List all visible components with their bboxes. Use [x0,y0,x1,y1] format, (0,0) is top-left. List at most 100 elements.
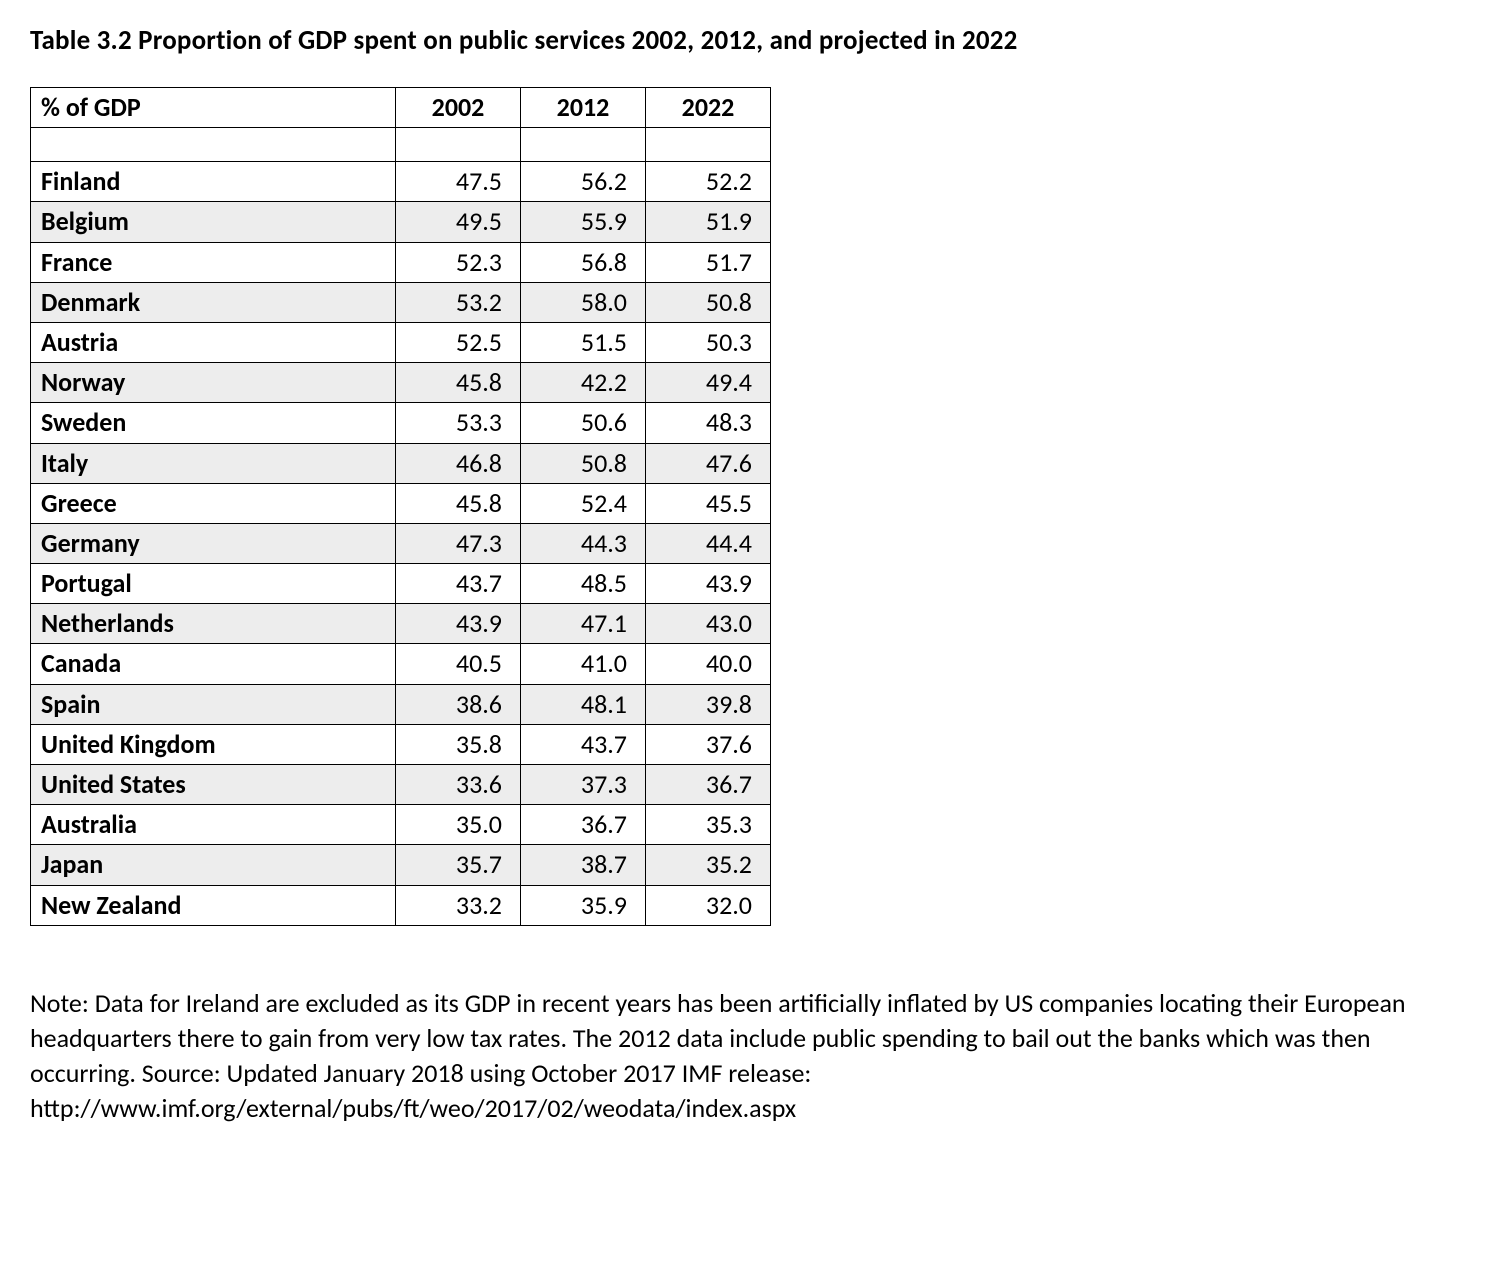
header-year-0: 2002 [396,88,521,128]
country-cell: Australia [31,805,396,845]
value-cell: 36.7 [521,805,646,845]
table-row: Norway45.842.249.4 [31,363,771,403]
table-row: United Kingdom35.843.737.6 [31,724,771,764]
value-cell: 40.0 [646,644,771,684]
table-row: Greece45.852.445.5 [31,483,771,523]
table-row: Canada40.541.040.0 [31,644,771,684]
country-cell: Greece [31,483,396,523]
value-cell: 50.8 [521,443,646,483]
country-cell: Portugal [31,564,396,604]
header-year-2: 2022 [646,88,771,128]
value-cell: 47.5 [396,162,521,202]
value-cell: 55.9 [521,202,646,242]
value-cell: 33.6 [396,765,521,805]
value-cell: 52.3 [396,242,521,282]
table-row: Italy46.850.847.6 [31,443,771,483]
value-cell: 50.3 [646,322,771,362]
value-cell: 51.5 [521,322,646,362]
value-cell: 52.2 [646,162,771,202]
table-row: Germany47.344.344.4 [31,523,771,563]
value-cell: 47.3 [396,523,521,563]
value-cell: 45.5 [646,483,771,523]
table-row: New Zealand33.235.932.0 [31,885,771,925]
value-cell: 56.8 [521,242,646,282]
value-cell: 52.5 [396,322,521,362]
country-cell: Netherlands [31,604,396,644]
value-cell: 35.0 [396,805,521,845]
table-title: Table 3.2 Proportion of GDP spent on pub… [30,24,1470,57]
value-cell: 48.5 [521,564,646,604]
country-cell: Belgium [31,202,396,242]
table-header-row: % of GDP 2002 2012 2022 [31,88,771,128]
value-cell: 35.8 [396,724,521,764]
value-cell: 53.2 [396,282,521,322]
table-row: United States33.637.336.7 [31,765,771,805]
header-year-1: 2012 [521,88,646,128]
table-row: Spain38.648.139.8 [31,684,771,724]
value-cell: 48.3 [646,403,771,443]
value-cell: 49.5 [396,202,521,242]
value-cell: 40.5 [396,644,521,684]
value-cell: 38.7 [521,845,646,885]
value-cell: 47.1 [521,604,646,644]
value-cell: 43.9 [396,604,521,644]
value-cell: 32.0 [646,885,771,925]
value-cell: 53.3 [396,403,521,443]
value-cell: 41.0 [521,644,646,684]
value-cell: 37.6 [646,724,771,764]
country-cell: Norway [31,363,396,403]
table-row: Japan35.738.735.2 [31,845,771,885]
table-row: Belgium49.555.951.9 [31,202,771,242]
value-cell: 42.2 [521,363,646,403]
value-cell: 33.2 [396,885,521,925]
country-cell: Spain [31,684,396,724]
country-cell: France [31,242,396,282]
value-cell: 37.3 [521,765,646,805]
country-cell: Canada [31,644,396,684]
value-cell: 44.3 [521,523,646,563]
value-cell: 39.8 [646,684,771,724]
gdp-table: % of GDP 2002 2012 2022 Finland47.556.25… [30,87,771,926]
table-row: Portugal43.748.543.9 [31,564,771,604]
table-row: Australia35.036.735.3 [31,805,771,845]
value-cell: 50.8 [646,282,771,322]
country-cell: Sweden [31,403,396,443]
value-cell: 35.9 [521,885,646,925]
table-row: Netherlands43.947.143.0 [31,604,771,644]
value-cell: 35.3 [646,805,771,845]
value-cell: 43.7 [521,724,646,764]
country-cell: United Kingdom [31,724,396,764]
value-cell: 43.0 [646,604,771,644]
header-label: % of GDP [31,88,396,128]
value-cell: 43.7 [396,564,521,604]
country-cell: United States [31,765,396,805]
table-row: France52.356.851.7 [31,242,771,282]
country-cell: Japan [31,845,396,885]
value-cell: 51.9 [646,202,771,242]
country-cell: Denmark [31,282,396,322]
value-cell: 45.8 [396,363,521,403]
value-cell: 50.6 [521,403,646,443]
value-cell: 35.2 [646,845,771,885]
value-cell: 44.4 [646,523,771,563]
table-row: Austria52.551.550.3 [31,322,771,362]
value-cell: 35.7 [396,845,521,885]
value-cell: 49.4 [646,363,771,403]
value-cell: 52.4 [521,483,646,523]
value-cell: 43.9 [646,564,771,604]
table-note: Note: Data for Ireland are excluded as i… [30,986,1470,1126]
country-cell: Austria [31,322,396,362]
country-cell: New Zealand [31,885,396,925]
value-cell: 45.8 [396,483,521,523]
value-cell: 38.6 [396,684,521,724]
value-cell: 47.6 [646,443,771,483]
country-cell: Germany [31,523,396,563]
value-cell: 48.1 [521,684,646,724]
table-row: Sweden53.350.648.3 [31,403,771,443]
table-row: Denmark53.258.050.8 [31,282,771,322]
value-cell: 58.0 [521,282,646,322]
country-cell: Finland [31,162,396,202]
value-cell: 56.2 [521,162,646,202]
country-cell: Italy [31,443,396,483]
value-cell: 51.7 [646,242,771,282]
